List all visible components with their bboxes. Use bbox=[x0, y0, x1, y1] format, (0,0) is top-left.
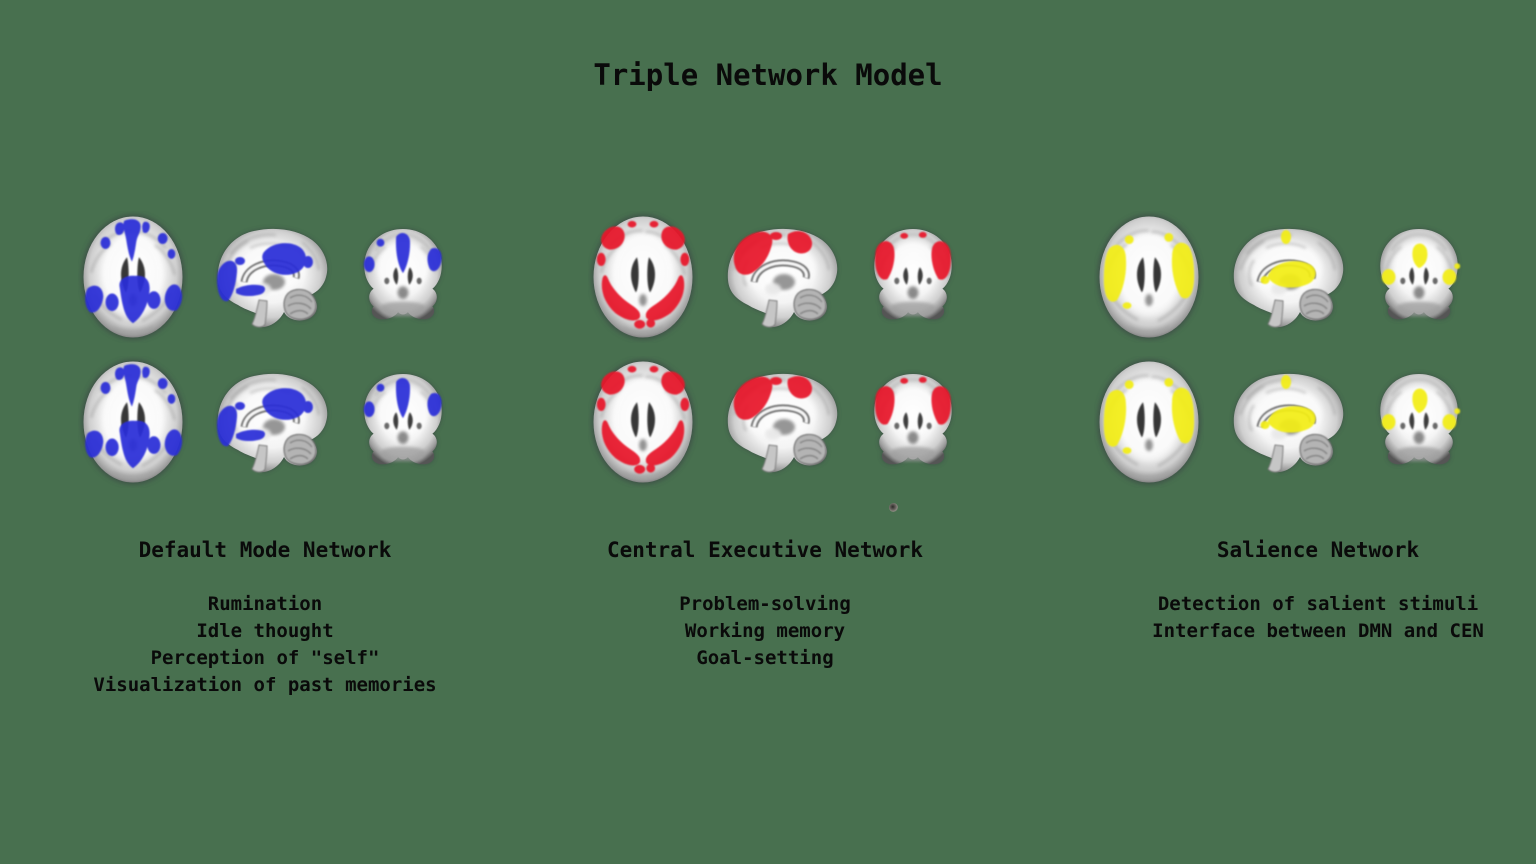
brain-axial-sn-row2 bbox=[1094, 356, 1204, 488]
brain-sagittal-sn-row1 bbox=[1222, 222, 1352, 332]
brain-sagittal-cen-row2 bbox=[716, 367, 846, 477]
function-line: Idle thought bbox=[196, 620, 334, 642]
function-line: Problem-solving bbox=[679, 593, 851, 615]
brain-coronal-cen-row1 bbox=[864, 223, 962, 331]
network-column-dmn: Default Mode Network Rumination Idle tho… bbox=[55, 0, 475, 864]
function-list-cen: Problem-solving Working memory Goal-sett… bbox=[555, 591, 975, 672]
brain-axial-cen-row1 bbox=[588, 211, 698, 343]
brain-row bbox=[1071, 206, 1491, 348]
brain-row bbox=[565, 206, 985, 348]
image-artifact-speck bbox=[889, 503, 898, 512]
brain-coronal-sn-row2 bbox=[1370, 368, 1468, 476]
brain-sagittal-dmn-row1 bbox=[206, 222, 336, 332]
network-title-cen: Central Executive Network bbox=[606, 538, 924, 562]
brain-axial-dmn-row2 bbox=[78, 356, 188, 488]
network-column-cen: Central Executive Network Problem-solvin… bbox=[555, 0, 975, 864]
network-title-sn: Salience Network bbox=[1216, 538, 1420, 562]
function-line: Visualization of past memories bbox=[93, 674, 437, 696]
brain-coronal-dmn-row1 bbox=[354, 223, 452, 331]
brain-sagittal-dmn-row2 bbox=[206, 367, 336, 477]
function-line: Working memory bbox=[684, 620, 846, 642]
brain-axial-dmn-row1 bbox=[78, 211, 188, 343]
brain-axial-sn-row1 bbox=[1094, 211, 1204, 343]
function-line: Interface between DMN and CEN bbox=[1152, 620, 1484, 642]
brain-grid-dmn bbox=[55, 206, 475, 493]
brain-row bbox=[55, 206, 475, 348]
network-column-sn: Salience Network Detection of salient st… bbox=[1108, 0, 1528, 864]
brain-sagittal-cen-row1 bbox=[716, 222, 846, 332]
function-list-dmn: Rumination Idle thought Perception of "s… bbox=[55, 591, 475, 699]
brain-coronal-sn-row1 bbox=[1370, 223, 1468, 331]
brain-grid-cen bbox=[565, 206, 985, 493]
function-line: Detection of salient stimuli bbox=[1157, 593, 1479, 615]
brain-grid-sn bbox=[1071, 206, 1491, 493]
brain-coronal-dmn-row2 bbox=[354, 368, 452, 476]
function-line: Goal-setting bbox=[696, 647, 834, 669]
function-line: Perception of "self" bbox=[150, 647, 380, 669]
function-line: Rumination bbox=[207, 593, 323, 615]
brain-axial-cen-row2 bbox=[588, 356, 698, 488]
brain-row bbox=[565, 351, 985, 493]
brain-sagittal-sn-row2 bbox=[1222, 367, 1352, 477]
brain-coronal-cen-row2 bbox=[864, 368, 962, 476]
figure-title: Triple Network Model bbox=[593, 58, 943, 92]
function-list-sn: Detection of salient stimuli Interface b… bbox=[1108, 591, 1528, 645]
brain-row bbox=[55, 351, 475, 493]
brain-row bbox=[1071, 351, 1491, 493]
network-title-dmn: Default Mode Network bbox=[138, 538, 392, 562]
